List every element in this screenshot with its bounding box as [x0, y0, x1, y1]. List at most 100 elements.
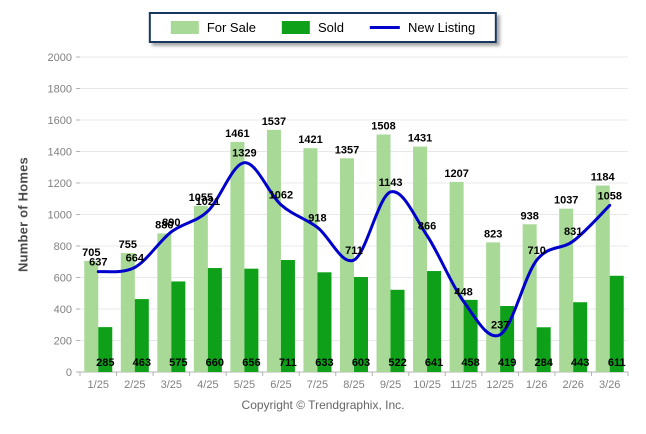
for-sale-bar [340, 158, 354, 372]
sold-value-label: 284 [534, 357, 553, 369]
x-tick-label: 3/26 [599, 379, 620, 391]
for-sale-value-label: 1461 [225, 128, 249, 140]
for-sale-value-label: 823 [484, 228, 502, 240]
for-sale-bar [413, 146, 428, 372]
legend-label-new-listing: New Listing [407, 20, 476, 35]
x-tick-label: 2/25 [124, 379, 145, 391]
for-sale-bar [230, 141, 245, 372]
new-listing-value-label: 1062 [269, 190, 293, 202]
new-listing-value-label: 710 [527, 245, 545, 257]
new-listing-value-label: 664 [126, 252, 145, 264]
sold-bar [609, 275, 624, 372]
sold-value-label: 463 [133, 357, 151, 369]
for-sale-value-label: 1037 [554, 195, 578, 207]
new-listing-value-label: 1021 [196, 196, 220, 208]
sold-value-label: 711 [279, 357, 297, 369]
new-listing-line [96, 161, 612, 338]
sold-value-label: 522 [388, 357, 406, 369]
sold-bar [134, 299, 149, 372]
sold-value-label: 633 [315, 357, 333, 369]
for-sale-value-label: 880 [155, 219, 173, 231]
sold-value-label: 656 [242, 357, 260, 369]
for-sale-bar [84, 260, 99, 372]
x-tick-label: 7/25 [307, 379, 328, 391]
sold-bar [280, 260, 295, 372]
legend-label-sold: Sold [317, 20, 344, 35]
new-listing-value-label: 1058 [597, 190, 621, 202]
for-sale-bar [595, 185, 610, 372]
for-sale-bar [157, 233, 172, 372]
new-listing-value-label: 918 [308, 212, 326, 224]
for-sale-value-label: 938 [520, 210, 538, 222]
legend-label-for-sale: For Sale [206, 20, 256, 35]
y-tick-label: 800 [54, 241, 72, 253]
sold-bar [98, 327, 113, 372]
for-sale-value-label: 705 [82, 247, 100, 259]
sold-value-label: 641 [425, 357, 443, 369]
x-tick-label: 2/26 [562, 379, 583, 391]
y-tick-label: 1800 [48, 84, 72, 96]
new-listing-value-label: 637 [89, 257, 107, 269]
y-tick-label: 1600 [48, 115, 72, 127]
for-sale-value-label: 1207 [444, 168, 468, 180]
y-tick-label: 0 [66, 367, 72, 379]
new-listing-value-label: 1143 [379, 177, 403, 189]
sold-bar [390, 289, 405, 372]
sold-bar [573, 302, 588, 372]
sold-value-label: 458 [461, 357, 479, 369]
sold-value-label: 660 [206, 357, 224, 369]
y-tick-label: 1200 [48, 178, 72, 190]
x-tick-label: 11/25 [450, 379, 477, 391]
sold-swatch-icon [281, 21, 310, 34]
x-tick-label: 6/25 [270, 379, 291, 391]
x-tick-label: 12/25 [486, 379, 514, 391]
sold-bar [536, 327, 551, 372]
x-tick-label: 9/25 [380, 379, 401, 391]
sold-value-label: 603 [352, 357, 370, 369]
y-tick-label: 600 [54, 273, 72, 285]
for-sale-value-label: 1537 [262, 116, 286, 128]
copyright-text: Copyright © Trendgraphix, Inc. [241, 398, 405, 412]
x-tick-label: 4/25 [197, 379, 218, 391]
x-tick-label: 10/25 [413, 379, 441, 391]
new-listing-value-label: 711 [345, 245, 363, 257]
for-sale-value-label: 1508 [371, 120, 395, 132]
for-sale-value-label: 1421 [298, 134, 322, 146]
for-sale-bar [266, 129, 281, 372]
sold-bar [354, 277, 368, 372]
for-sale-bar [120, 253, 135, 372]
sold-value-label: 443 [571, 357, 589, 369]
y-tick-label: 400 [54, 304, 72, 316]
x-tick-label: 3/25 [161, 379, 182, 391]
for-sale-value-label: 1055 [189, 192, 213, 204]
for-sale-value-label: 1184 [591, 172, 616, 184]
y-axis-title: Number of Homes [15, 157, 31, 272]
legend-item-new-listing: New Listing [369, 20, 476, 35]
sold-bar [244, 268, 259, 372]
for-sale-value-label: 755 [119, 239, 137, 251]
for-sale-bar [303, 148, 318, 372]
for-sale-value-label: 1431 [408, 133, 432, 145]
y-tick-label: 200 [54, 336, 72, 348]
x-tick-label: 5/25 [234, 379, 255, 391]
legend-item-for-sale: For Sale [170, 20, 256, 35]
x-tick-label: 1/25 [88, 379, 109, 391]
y-tick-label: 2000 [48, 52, 72, 64]
x-tick-label: 8/25 [343, 379, 364, 391]
sold-value-label: 419 [498, 357, 516, 369]
for-sale-bar [559, 208, 574, 372]
for-sale-bar [449, 181, 464, 372]
new-listing-value-label: 866 [418, 221, 436, 233]
for-sale-bar [486, 242, 501, 372]
legend-item-sold: Sold [281, 20, 344, 35]
new-listing-line-icon [369, 26, 400, 29]
for-sale-swatch-icon [170, 21, 199, 34]
sold-value-label: 285 [96, 357, 114, 369]
new-listing-value-label: 237 [491, 320, 509, 332]
sold-bar [171, 281, 186, 372]
x-tick-label: 1/26 [526, 379, 547, 391]
for-sale-bar [522, 224, 537, 372]
new-listing-value-label: 890 [162, 217, 180, 229]
